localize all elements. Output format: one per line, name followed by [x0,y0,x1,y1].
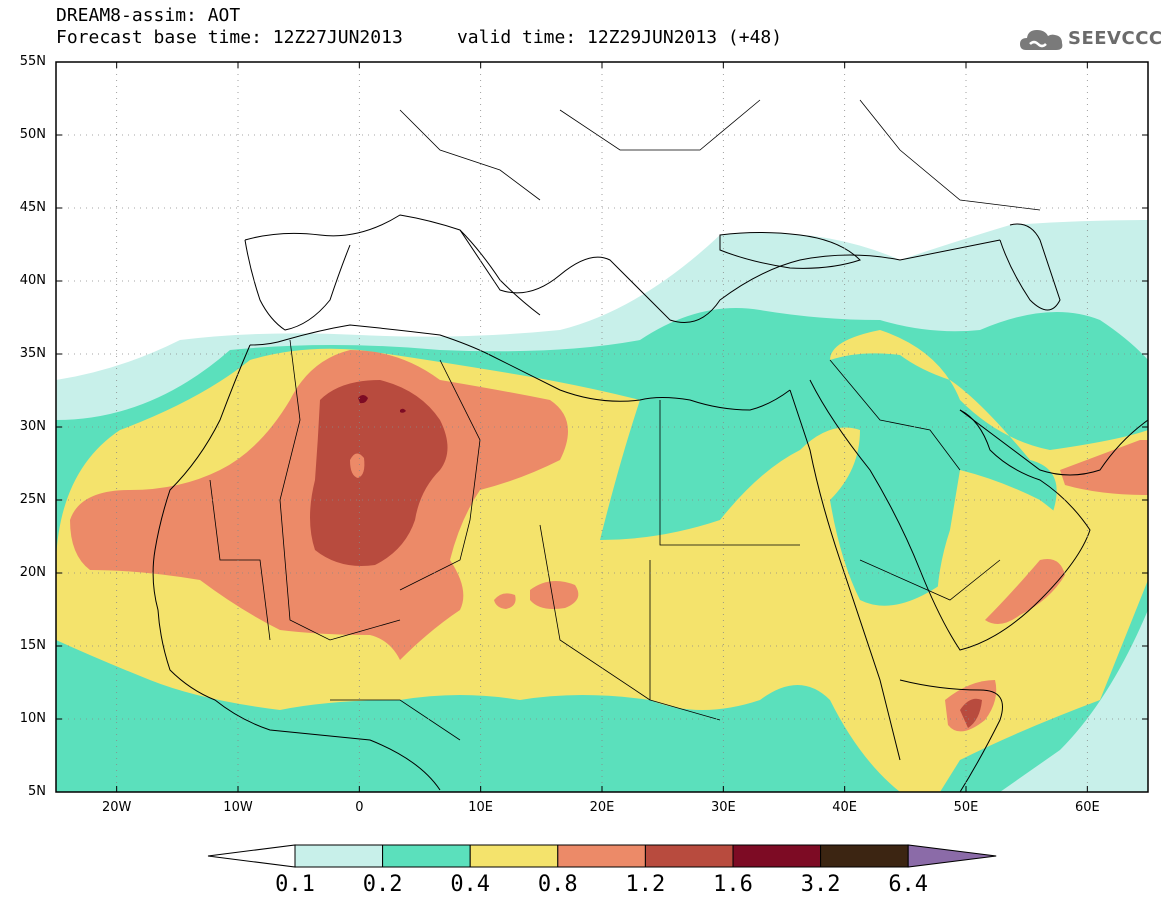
aot-level-1-2-region [310,380,448,566]
aot-level-0-8-blob-1 [530,581,579,609]
border-1 [279,339,401,641]
lat-label: 45N [19,200,46,215]
seevccc-logo: SEEVCCC [1018,26,1162,56]
lat-label: 50N [19,127,46,142]
coastline-arabia [809,379,1091,651]
colorbar-max-arrow [907,844,997,868]
lon-label: 0 [355,800,364,815]
aot-level-0-8-hole [350,453,365,478]
colorbar-swatch [382,844,471,868]
aot-level-0-8-gulf [1060,440,1148,495]
coastline-horn [899,679,1003,792]
lat-label: 35N [19,346,46,361]
cloud-icon [1020,30,1063,50]
legend-level-label: 0.1 [275,872,315,897]
lon-label: 50E [953,800,979,815]
coastline-west-africa [152,344,441,791]
colorbar-swatch [820,844,909,868]
legend-level-label: 3.2 [800,872,841,897]
lon-label: 20E [589,800,615,815]
lon-label: 10E [468,800,494,815]
lon-label: 10W [223,800,253,815]
colorbar-swatch [469,844,559,868]
coastline-europe [244,214,1001,323]
legend-level-label: 1.2 [625,872,666,897]
axis-ticks [56,61,1148,793]
border-9 [330,699,461,741]
lon-label: 60E [1074,800,1100,815]
border-4 [659,400,800,546]
aot-level-0-8-arabia [985,559,1065,624]
lat-label: 40N [19,273,46,288]
colorbar-swatch [732,844,822,868]
legend-level-label: 0.4 [450,872,491,897]
border-7 [829,359,961,471]
lon-label: 30E [710,800,736,815]
aot-level-1-6-spot-2 [400,408,406,413]
border-12 [859,99,1041,211]
coastline-caspian [999,223,1061,311]
legend-level-label: 0.2 [362,872,403,897]
lat-label: 55N [19,54,46,69]
lat-label: 25N [19,492,46,507]
lat-label: 5N [28,784,46,799]
colorbar-swatch [294,844,384,868]
aot-level-0-8-blob-2 [494,593,516,609]
coastline-black-sea [719,232,861,269]
aot-level-1-2-somalia [960,698,982,728]
border-2 [399,359,481,591]
border-5 [539,524,651,701]
legend-level-label: 0.8 [537,872,578,897]
colorbar [207,844,997,868]
chart-title: DREAM8-assim: AOT [56,5,241,26]
legend-level-label: 1.6 [713,872,753,897]
grid-lines [56,62,1148,792]
lat-label: 30N [19,419,46,434]
border-10 [559,99,761,151]
legend-level-label: 6.4 [888,872,929,897]
coastline-iberia [244,239,351,331]
lat-label: 15N [19,638,46,653]
forecast-time-info: Forecast base time: 12Z27JUN2013 valid t… [56,27,783,48]
coastlines [152,214,1148,792]
colorbar-swatch [644,844,734,868]
lat-label: 10N [19,711,46,726]
coastline-italy [459,229,541,316]
coastline-north-africa [249,324,791,411]
coastline-red-sea [789,389,901,761]
lon-label: 20W [101,800,132,815]
border-3 [209,479,271,641]
logo-text: SEEVCCC [1068,28,1163,49]
border-11 [399,109,541,201]
lat-label: 20N [19,565,46,580]
colorbar-min-arrow [207,844,296,868]
colorbar-swatch [557,844,646,868]
border-6 [649,560,721,721]
aot-level-1-6-spot [358,395,368,404]
coastline-gulf [959,409,1148,476]
lon-label: 40E [832,800,858,815]
